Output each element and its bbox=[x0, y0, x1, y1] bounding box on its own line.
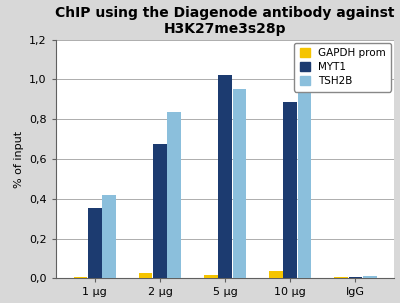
Bar bbox=[283, 102, 297, 278]
Bar bbox=[102, 195, 116, 278]
Bar bbox=[363, 276, 376, 278]
Bar bbox=[218, 75, 232, 278]
Bar bbox=[269, 271, 283, 278]
Bar bbox=[168, 112, 181, 278]
Legend: GAPDH prom, MYT1, TSH2B: GAPDH prom, MYT1, TSH2B bbox=[294, 43, 391, 92]
Bar bbox=[88, 208, 102, 278]
Bar bbox=[232, 89, 246, 278]
Title: ChIP using the Diagenode antibody against
H3K27me3s28p: ChIP using the Diagenode antibody agains… bbox=[55, 5, 395, 36]
Bar bbox=[139, 273, 152, 278]
Y-axis label: % of input: % of input bbox=[14, 131, 24, 188]
Bar bbox=[298, 63, 312, 278]
Bar bbox=[153, 144, 167, 278]
Bar bbox=[204, 275, 218, 278]
